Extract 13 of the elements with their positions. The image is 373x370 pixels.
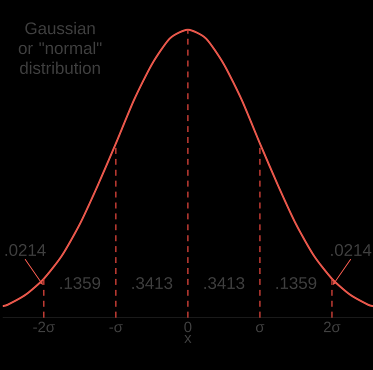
x-axis-title: x [184, 334, 192, 343]
x-tick-label: -2σ [33, 322, 55, 332]
annotation: .3413 [132, 276, 172, 289]
x-tick-label: 0 [184, 322, 192, 332]
annotation: .3413 [204, 276, 244, 289]
x-tick-label: 2σ [324, 322, 340, 332]
x-tick-label: σ [256, 324, 264, 332]
x-tick-label: -σ [109, 324, 123, 332]
annotation: .1359 [60, 276, 100, 289]
annotation: Gaussian or "normal" distribution [18, 22, 102, 74]
annotation: .0214 [331, 244, 372, 256]
annotation: .1359 [276, 276, 316, 289]
annotation: .0214 [5, 244, 46, 256]
